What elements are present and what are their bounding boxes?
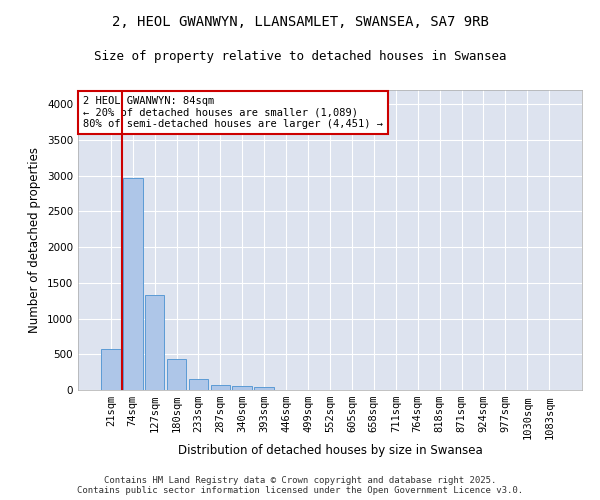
Text: 2 HEOL GWANWYN: 84sqm
← 20% of detached houses are smaller (1,089)
80% of semi-d: 2 HEOL GWANWYN: 84sqm ← 20% of detached …	[83, 96, 383, 129]
Bar	[167, 360, 187, 390]
Bar	[145, 295, 164, 390]
Bar	[101, 348, 121, 390]
Bar	[254, 387, 274, 390]
Y-axis label: Number of detached properties: Number of detached properties	[28, 147, 41, 333]
Bar	[123, 178, 143, 390]
Text: 2, HEOL GWANWYN, LLANSAMLET, SWANSEA, SA7 9RB: 2, HEOL GWANWYN, LLANSAMLET, SWANSEA, SA…	[112, 15, 488, 29]
Text: Contains HM Land Registry data © Crown copyright and database right 2025.
Contai: Contains HM Land Registry data © Crown c…	[77, 476, 523, 495]
Text: Size of property relative to detached houses in Swansea: Size of property relative to detached ho…	[94, 50, 506, 63]
X-axis label: Distribution of detached houses by size in Swansea: Distribution of detached houses by size …	[178, 444, 482, 457]
Bar	[188, 380, 208, 390]
Bar	[232, 386, 252, 390]
Bar	[211, 384, 230, 390]
